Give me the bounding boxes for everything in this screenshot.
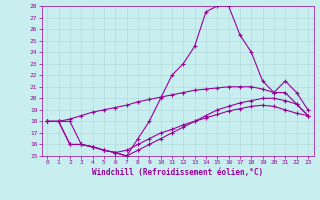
X-axis label: Windchill (Refroidissement éolien,°C): Windchill (Refroidissement éolien,°C) — [92, 168, 263, 177]
